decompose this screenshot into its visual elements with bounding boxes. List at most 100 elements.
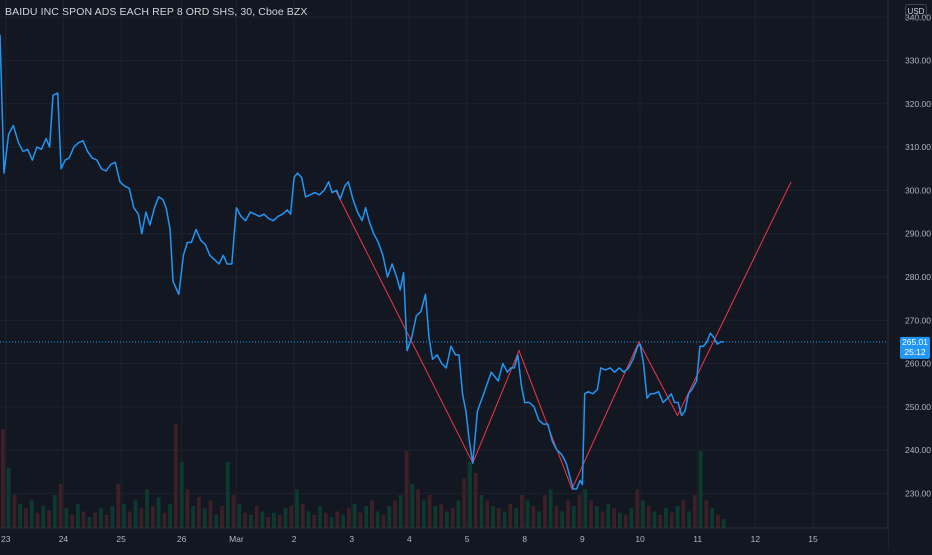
x-tick-label: 2 bbox=[292, 534, 297, 544]
volume-bar bbox=[283, 508, 288, 528]
volume-bar bbox=[150, 506, 155, 528]
volume-bar bbox=[566, 500, 570, 528]
y-tick-label: 280.00 bbox=[905, 272, 931, 282]
x-tick-label: 26 bbox=[177, 534, 187, 544]
volume-bar bbox=[35, 512, 40, 528]
volume-bar bbox=[41, 506, 46, 528]
chart-title: BAIDU INC SPON ADS EACH REP 8 ORD SHS, 3… bbox=[5, 6, 308, 18]
volume-bar bbox=[47, 510, 51, 528]
volume-bar bbox=[64, 508, 69, 528]
volume-bar bbox=[617, 512, 622, 528]
price-tag-box bbox=[900, 336, 930, 359]
volume-bar bbox=[1, 429, 5, 528]
x-tick-label: 9 bbox=[580, 534, 585, 544]
x-tick-label: 10 bbox=[635, 534, 645, 544]
volume-bar bbox=[612, 508, 617, 528]
volume-bar bbox=[208, 500, 213, 528]
volume-bar bbox=[439, 503, 444, 528]
price-tag: 265.01 25:12 bbox=[900, 336, 930, 359]
volume-bar bbox=[266, 517, 271, 528]
volume-bar bbox=[658, 514, 663, 528]
price-axis-labels: 230.00 240.00 250.00 260.00 270.00 280.00 290.… bbox=[905, 12, 931, 498]
x-tick-label: 11 bbox=[693, 534, 702, 544]
volume-bar bbox=[358, 512, 363, 528]
volume-bar bbox=[295, 489, 299, 528]
volume-bar bbox=[698, 451, 703, 528]
volume-bar bbox=[58, 484, 63, 528]
volume-bar bbox=[52, 495, 57, 528]
volume-bar bbox=[116, 484, 121, 528]
volume-bar bbox=[162, 512, 167, 528]
y-tick-label: 290.00 bbox=[905, 229, 931, 239]
volume-bar bbox=[468, 462, 472, 528]
volume-bar bbox=[225, 462, 230, 528]
volume-bar bbox=[156, 497, 161, 528]
y-tick-label: 270.00 bbox=[905, 315, 931, 325]
volume-bar bbox=[387, 506, 392, 528]
volume-bar bbox=[191, 506, 196, 528]
volume-bar bbox=[173, 423, 178, 528]
volume-bar bbox=[202, 508, 207, 528]
volume-bar bbox=[145, 489, 149, 528]
volume-bar bbox=[629, 508, 634, 528]
volume-bar bbox=[312, 514, 317, 528]
x-tick-label: 8 bbox=[522, 534, 527, 544]
volume-bar bbox=[185, 489, 190, 528]
volume-bar bbox=[456, 500, 461, 528]
y-tick-label: 310.00 bbox=[905, 142, 931, 152]
volume-bar bbox=[687, 511, 691, 528]
volume-bar bbox=[710, 508, 715, 528]
volume-bar bbox=[404, 451, 409, 528]
y-tick-label: 230.00 bbox=[905, 488, 931, 498]
volume-bar bbox=[329, 517, 334, 528]
volume-bar bbox=[410, 484, 415, 528]
x-tick-label: 3 bbox=[349, 534, 354, 544]
volume-bar bbox=[139, 508, 144, 528]
volume-bar bbox=[29, 500, 34, 528]
time-axis-panel[interactable] bbox=[0, 528, 888, 550]
volume-bar bbox=[652, 511, 657, 528]
volume-bar bbox=[214, 514, 219, 528]
price-series-line[interactable] bbox=[0, 34, 725, 490]
price-axis-panel[interactable] bbox=[888, 0, 932, 550]
volume-bar bbox=[554, 506, 559, 528]
volume-bar bbox=[600, 511, 605, 528]
y-tick-label: 260.00 bbox=[905, 359, 931, 369]
volume-bar bbox=[531, 506, 536, 528]
volume-bar bbox=[450, 508, 455, 528]
volume-bar bbox=[306, 511, 311, 528]
volume-bar bbox=[721, 519, 726, 528]
volume-bar bbox=[341, 514, 346, 528]
volume-bar bbox=[583, 489, 588, 528]
volume-bar bbox=[421, 500, 426, 528]
volume-bar bbox=[237, 503, 242, 528]
currency-badge[interactable]: USD bbox=[905, 4, 927, 20]
y-tick-label: 300.00 bbox=[905, 185, 931, 195]
volume-bar bbox=[289, 506, 294, 528]
volume-bar bbox=[641, 500, 645, 528]
volume-bar bbox=[168, 503, 173, 528]
volume-bar bbox=[479, 495, 484, 528]
grid-lines bbox=[0, 0, 888, 528]
x-tick-label: 25 bbox=[116, 534, 126, 544]
volume-bar bbox=[6, 467, 11, 528]
volume-bar bbox=[496, 508, 501, 528]
x-tick-label: 5 bbox=[465, 534, 470, 544]
volume-bar bbox=[381, 514, 386, 528]
volume-bar bbox=[692, 495, 697, 528]
volume-bar bbox=[179, 462, 184, 528]
volume-bar bbox=[122, 503, 126, 528]
volume-bar bbox=[398, 495, 403, 528]
x-tick-label: 23 bbox=[1, 534, 11, 544]
volume-bar bbox=[110, 506, 115, 528]
volume-bar bbox=[248, 514, 253, 528]
volume-bar bbox=[445, 511, 449, 528]
volume-bar bbox=[462, 478, 467, 528]
volume-bar bbox=[525, 500, 530, 528]
volume-bar bbox=[220, 506, 224, 528]
volume-bar bbox=[491, 506, 495, 528]
volume-bars bbox=[1, 423, 726, 528]
volume-bar bbox=[99, 508, 103, 528]
